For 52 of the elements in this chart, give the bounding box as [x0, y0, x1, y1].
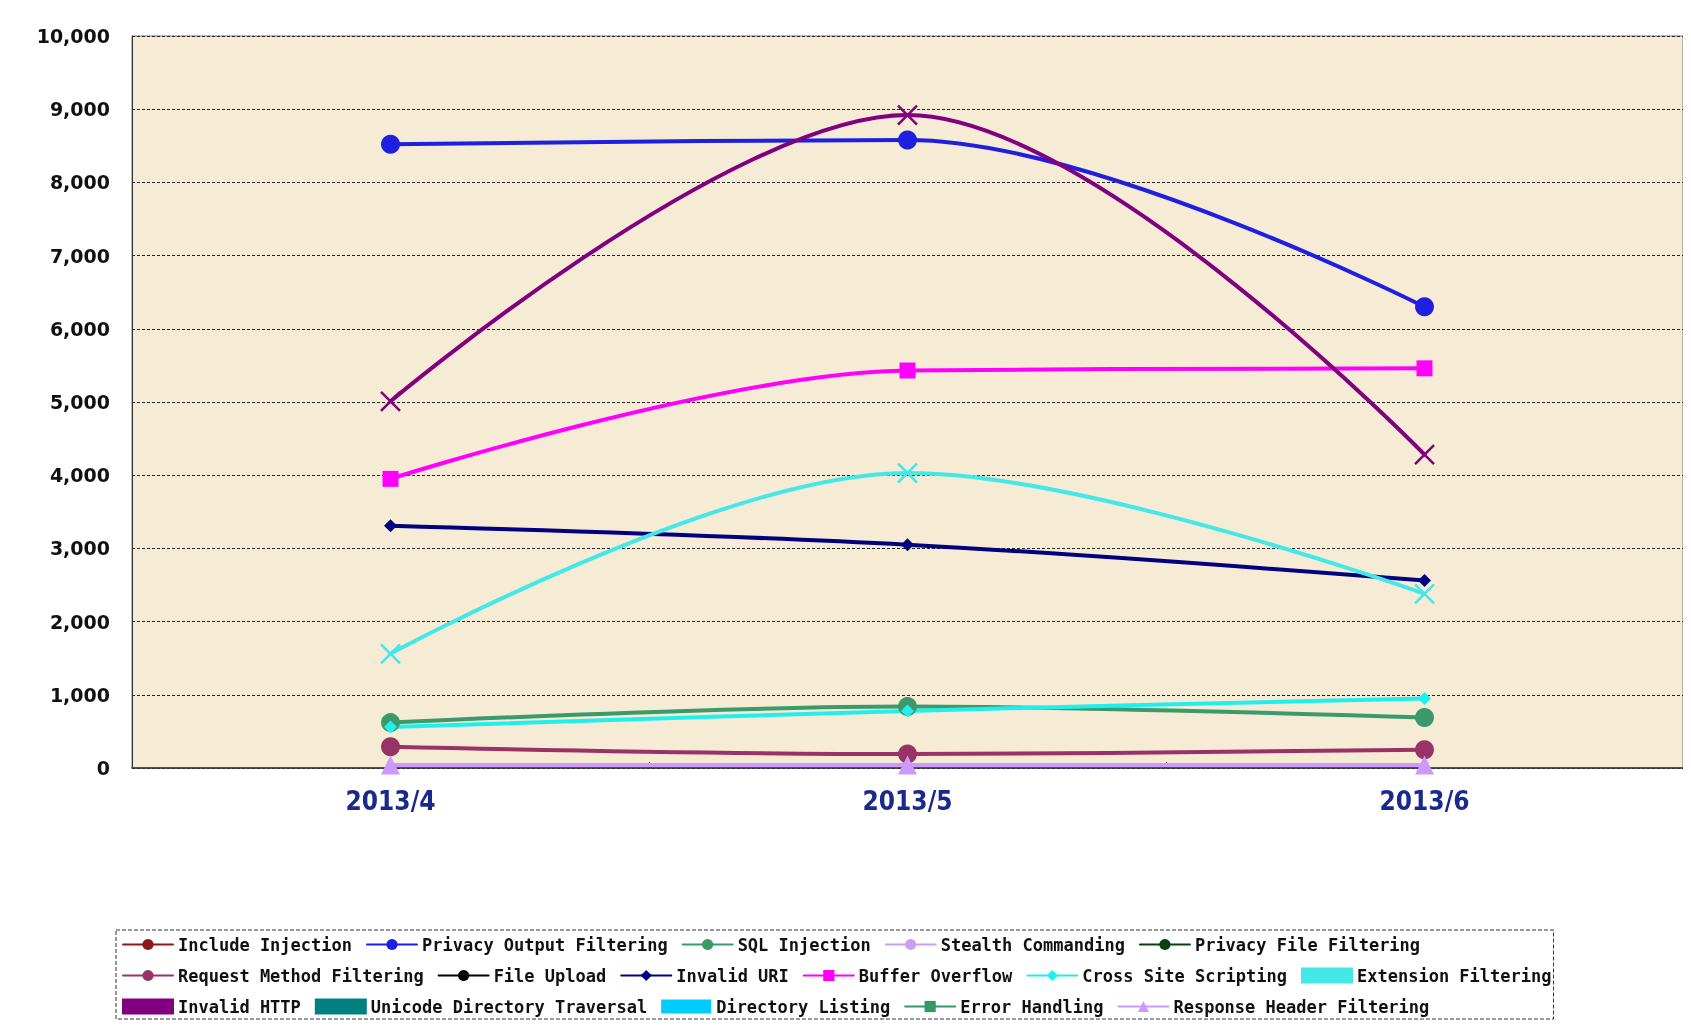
point — [379, 643, 402, 665]
y-tick-label: 0 — [96, 757, 110, 779]
y-tick-label: 5,000 — [49, 391, 110, 413]
point — [1415, 297, 1434, 317]
legend-label: Privacy File Filtering — [1194, 934, 1421, 955]
point — [1418, 691, 1431, 705]
y-tick-label: 3,000 — [49, 537, 110, 560]
legend-label: Directory Listing — [716, 996, 891, 1017]
point — [382, 470, 399, 487]
x-tick-label: 2013/6 — [1379, 786, 1470, 816]
legend-label: Buffer Overflow — [858, 965, 1014, 986]
legend-label: Error Handling — [960, 996, 1104, 1017]
point — [1415, 755, 1434, 775]
point — [898, 130, 917, 150]
point — [898, 755, 917, 775]
y-tick-label: 9,000 — [49, 98, 110, 121]
legend-label: Unicode Directory Traversal — [370, 996, 648, 1017]
legend-label: Invalid URI — [676, 965, 789, 986]
legend-label: File Upload — [493, 965, 607, 986]
point — [384, 519, 397, 533]
legend-label: Response Header Filtering — [1173, 996, 1430, 1017]
legend-label: Include Injection — [178, 934, 352, 955]
y-tick-label: 6,000 — [49, 317, 110, 340]
y-tick-label: 10,000 — [36, 25, 110, 47]
point — [899, 362, 916, 379]
point — [381, 737, 400, 757]
legend-label: Extension Filtering — [1357, 965, 1552, 986]
point — [1418, 574, 1431, 588]
legend-label: Invalid HTTP — [178, 996, 301, 1017]
legend-label: Stealth Commanding — [940, 934, 1125, 955]
point — [1415, 740, 1434, 760]
y-tick-label: 1,000 — [49, 683, 110, 706]
y-tick-label: 4,000 — [49, 464, 110, 487]
point — [381, 755, 400, 775]
point — [896, 104, 919, 126]
legend-label: SQL Injection — [737, 934, 871, 955]
legend-label: Request Method Filtering — [178, 965, 424, 986]
point — [901, 538, 914, 552]
point — [1413, 583, 1436, 605]
point — [381, 134, 400, 154]
point — [896, 462, 919, 484]
legend-label: Cross Site Scripting — [1082, 965, 1288, 986]
y-tick-label: 8,000 — [49, 171, 110, 194]
point — [379, 390, 402, 413]
point — [1413, 443, 1436, 466]
x-tick-label: 2013/5 — [862, 786, 953, 816]
y-tick-label: 7,000 — [49, 244, 110, 267]
point — [1416, 360, 1433, 377]
y-tick-label: 2,000 — [49, 610, 110, 633]
legend-label: Privacy Output Filtering — [421, 934, 668, 955]
x-tick-label: 2013/4 — [345, 786, 436, 816]
point — [1415, 708, 1434, 727]
